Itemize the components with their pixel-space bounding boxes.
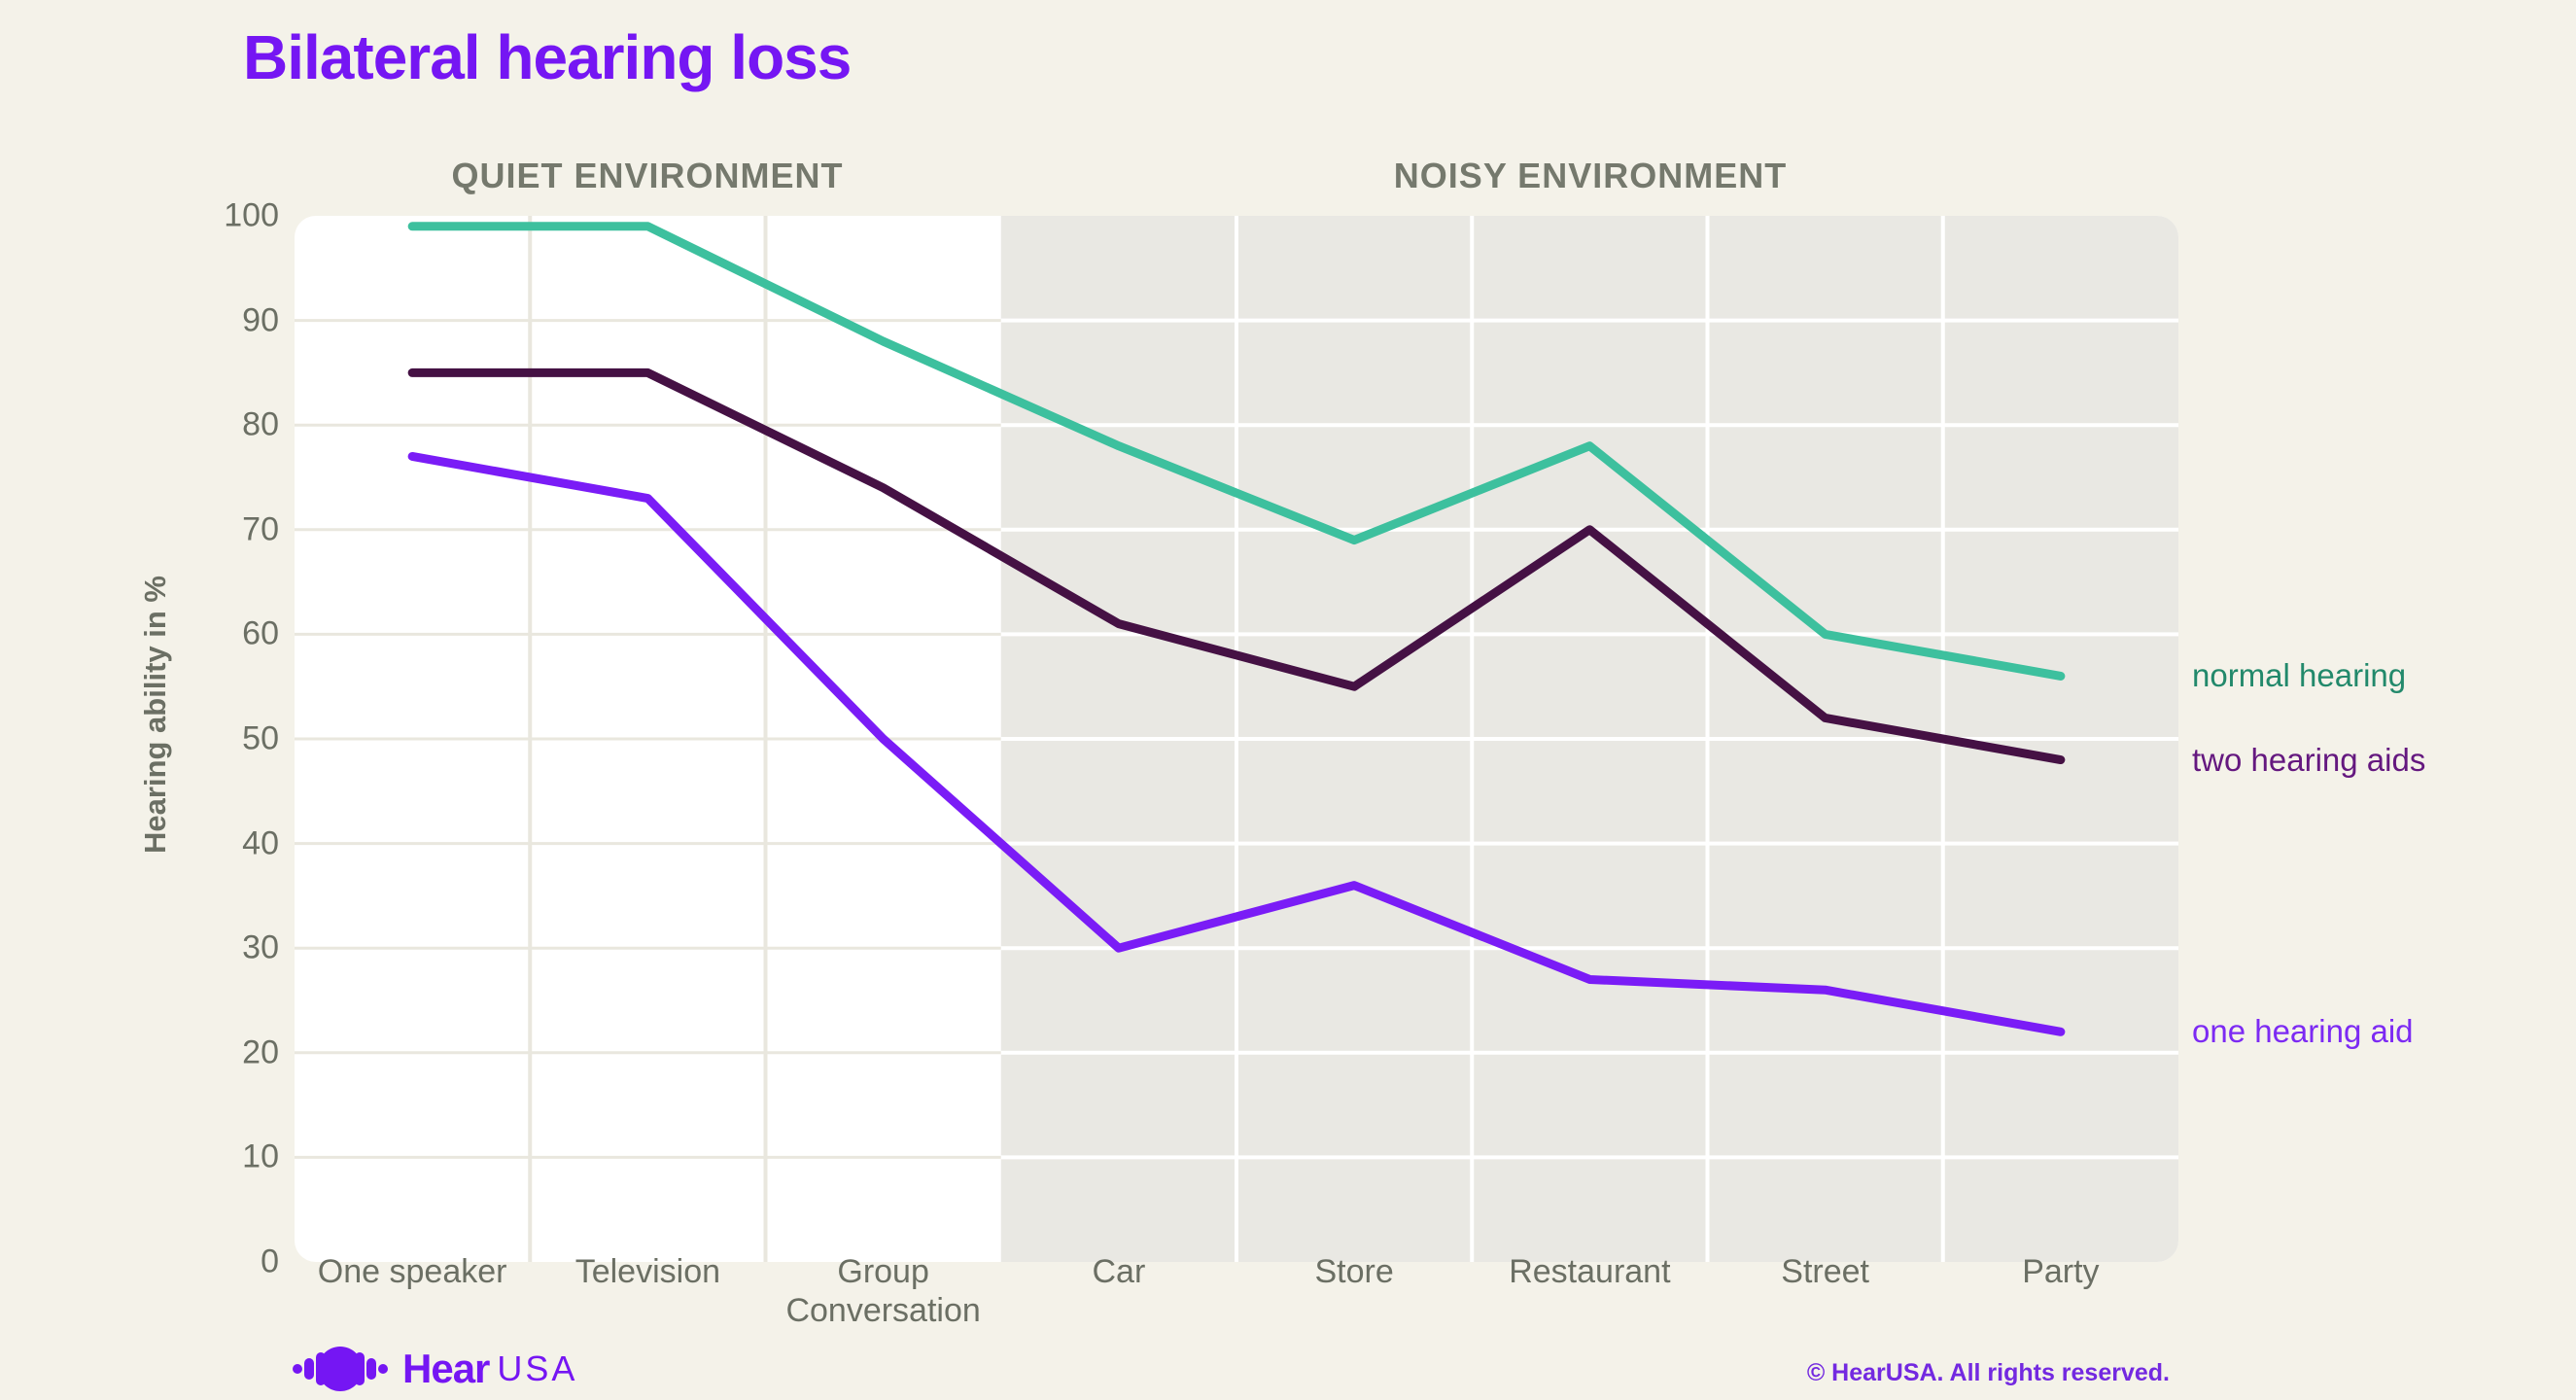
legend-label-two-hearing-aids: two hearing aids — [2192, 741, 2426, 778]
copyright-text: © HearUSA. All rights reserved. — [1806, 1359, 2170, 1386]
soundwave-bar — [355, 1352, 365, 1385]
y-tick-label-90: 90 — [242, 301, 279, 339]
soundwave-bar — [378, 1364, 388, 1374]
soundwave-bar — [366, 1358, 376, 1380]
legend-label-normal-hearing: normal hearing — [2192, 657, 2407, 694]
series-line-normal-hearing — [407, 222, 2066, 681]
soundwave-bar — [304, 1358, 314, 1380]
x-label-group-conversation: Group Conversation — [785, 1253, 981, 1329]
section-header-quiet: QUIET ENVIRONMENT — [451, 156, 844, 195]
y-tick-label-0: 0 — [261, 1242, 279, 1280]
x-label-one-speaker: One speaker — [317, 1253, 507, 1290]
page-title: Bilateral hearing loss — [243, 22, 852, 92]
y-tick-label-50: 50 — [242, 719, 279, 757]
y-tick-label-60: 60 — [242, 614, 279, 652]
legend-label-one-hearing-aid: one hearing aid — [2192, 1013, 2414, 1050]
hearusa-soundwave-icon — [293, 1347, 388, 1391]
y-tick-label-80: 80 — [242, 405, 279, 443]
y-tick-label-40: 40 — [242, 824, 279, 862]
series-line-one-hearing-aid — [407, 451, 2066, 1036]
plot-area — [295, 216, 2178, 1262]
y-tick-label-70: 70 — [242, 510, 279, 548]
x-label-store: Store — [1314, 1253, 1394, 1290]
x-label-car: Car — [1092, 1253, 1146, 1290]
section-header-noisy: NOISY ENVIRONMENT — [1393, 156, 1788, 195]
footer-logo: Hear USA — [292, 1342, 577, 1396]
x-label-restaurant: Restaurant — [1509, 1253, 1671, 1290]
soundwave-bar — [318, 1347, 363, 1391]
series-line-two-hearing-aids — [407, 368, 2066, 765]
x-label-street: Street — [1781, 1253, 1869, 1290]
y-tick-label-10: 10 — [242, 1138, 279, 1175]
x-label-party: Party — [2022, 1253, 2100, 1290]
logo-text-hear: Hear — [402, 1346, 490, 1391]
y-tick-label-20: 20 — [242, 1033, 279, 1071]
x-label-television: Television — [574, 1253, 721, 1290]
y-tick-label-30: 30 — [242, 928, 279, 966]
y-tick-label-100: 100 — [224, 196, 279, 234]
logo-text-usa: USA — [497, 1348, 578, 1388]
soundwave-bar — [293, 1364, 302, 1374]
